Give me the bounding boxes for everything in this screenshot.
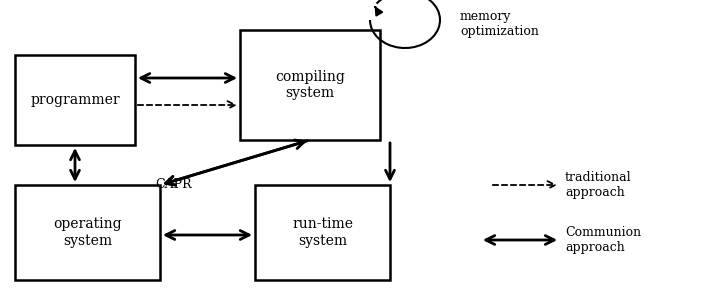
FancyArrowPatch shape <box>493 181 555 189</box>
FancyArrowPatch shape <box>71 151 79 179</box>
Text: operating
system: operating system <box>53 217 122 247</box>
Text: compiling
system: compiling system <box>275 70 345 100</box>
FancyArrowPatch shape <box>138 101 235 109</box>
FancyArrowPatch shape <box>166 231 249 239</box>
Bar <box>15 55 135 145</box>
FancyArrowPatch shape <box>166 141 307 185</box>
FancyArrowPatch shape <box>141 73 234 83</box>
Text: run-time
system: run-time system <box>292 217 353 247</box>
Bar <box>255 185 390 280</box>
FancyArrowPatch shape <box>486 236 554 244</box>
Text: CAPR: CAPR <box>155 178 192 191</box>
FancyArrowPatch shape <box>166 140 305 185</box>
Text: traditional
approach: traditional approach <box>565 171 632 199</box>
Bar <box>240 30 380 140</box>
Bar <box>15 185 160 280</box>
Text: memory
optimization: memory optimization <box>460 10 539 38</box>
FancyArrowPatch shape <box>385 143 395 179</box>
Text: Communion
approach: Communion approach <box>565 226 641 254</box>
Text: programmer: programmer <box>30 93 120 107</box>
